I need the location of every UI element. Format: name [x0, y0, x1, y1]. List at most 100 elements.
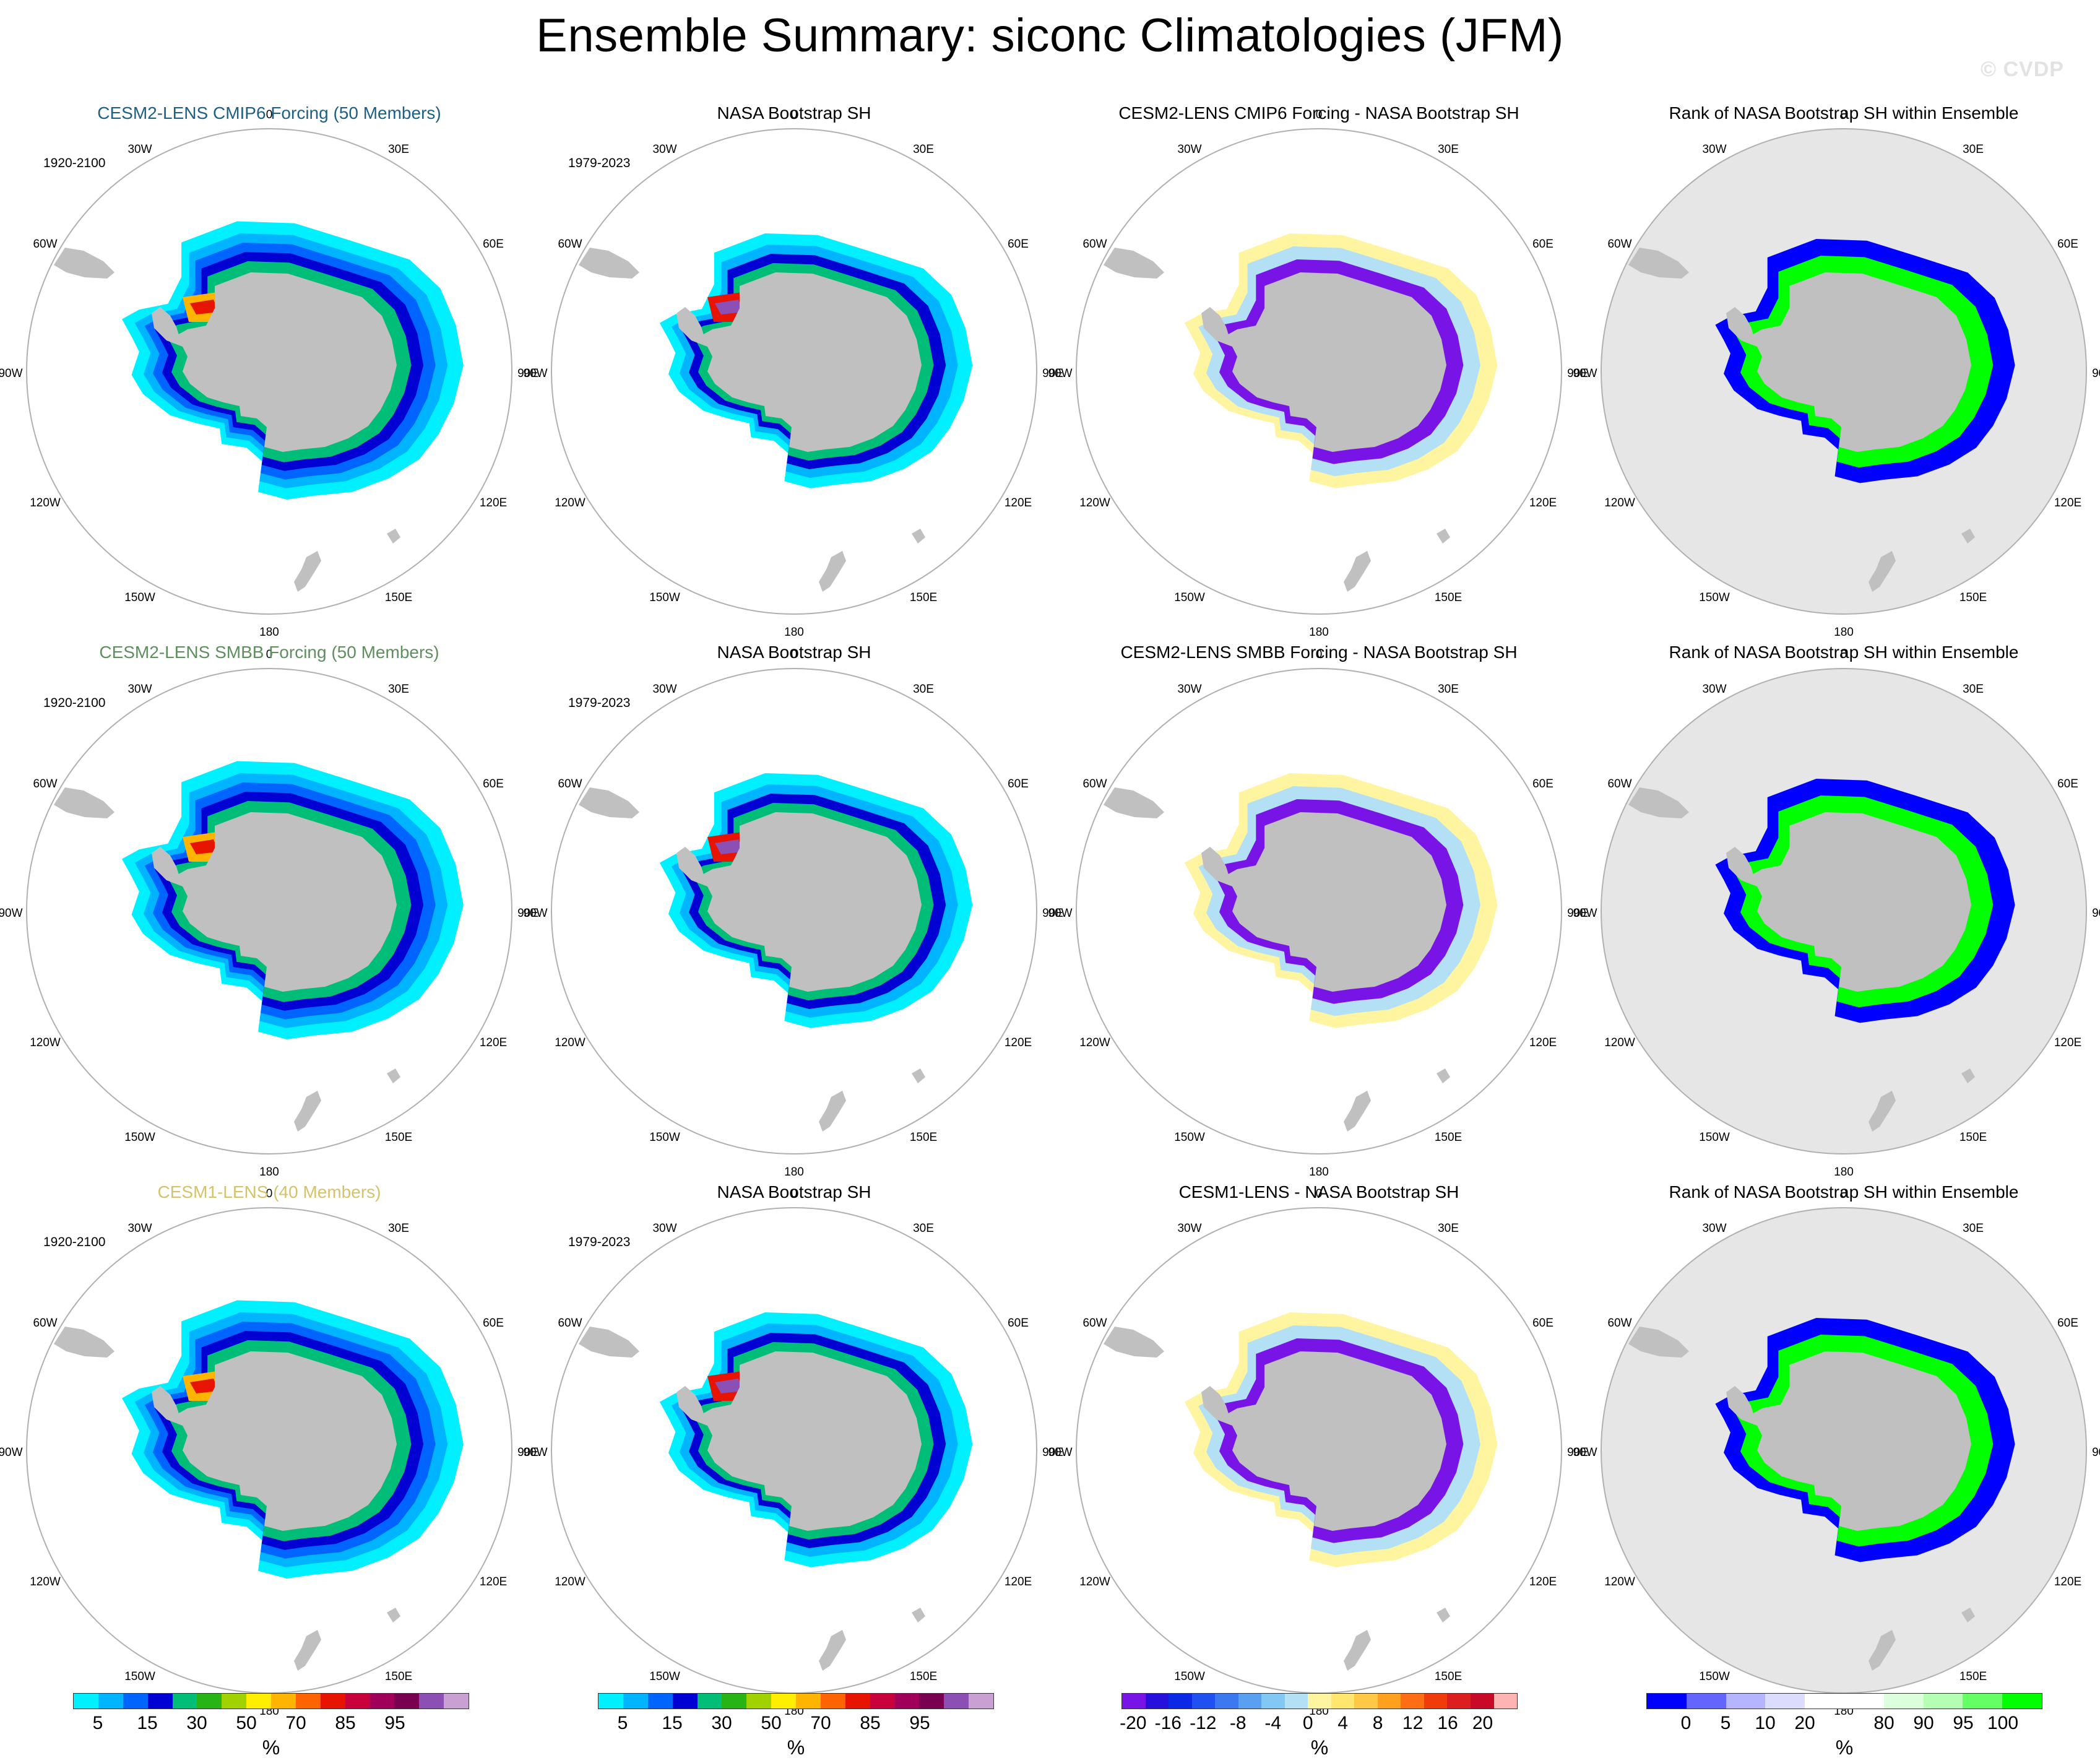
longitude-label: 180	[259, 626, 279, 639]
figure-title: Ensemble Summary: siconc Climatologies (…	[536, 9, 1564, 62]
longitude-label: 30W	[652, 683, 676, 696]
tasmania-land	[1437, 1068, 1450, 1083]
longitude-label: 120E	[1529, 1036, 1557, 1049]
longitude-label: 30E	[1963, 1222, 1984, 1235]
longitude-label: 60E	[1008, 238, 1029, 251]
longitude-label: 60W	[33, 778, 57, 791]
longitude-label: 120E	[1005, 1575, 1032, 1588]
longitude-label: 30E	[1438, 1222, 1459, 1235]
longitude-label: 150E	[1435, 591, 1462, 604]
longitude-label: 120W	[555, 496, 585, 509]
longitude-label: 30E	[913, 1222, 934, 1235]
colorbar-tick-label: 0	[1302, 1713, 1313, 1733]
longitude-label: 120E	[1005, 1036, 1032, 1049]
longitude-label: 30W	[1702, 1222, 1726, 1235]
colorbar-swatch	[722, 1694, 747, 1709]
panel-title-r1-c4: Rank of NASA Bootstrap SH within Ensembl…	[1669, 103, 2019, 123]
tasmania-land	[1437, 1608, 1450, 1622]
longitude-label: 150W	[1174, 591, 1205, 604]
panel-title-r3-c2: NASA Bootstrap SH	[717, 1182, 871, 1202]
antarctic-peninsula-land	[1201, 307, 1232, 347]
colorbar-rank-unit: %	[1835, 1736, 1854, 1759]
colorbar-difference-unit: %	[1310, 1736, 1329, 1759]
colorbar-swatch	[1805, 1694, 1844, 1709]
panel-title-r2-c4: Rank of NASA Bootstrap SH within Ensembl…	[1669, 643, 2019, 662]
longitude-label: 30W	[1702, 143, 1726, 156]
colorbar-tick-label: 90	[1913, 1713, 1934, 1733]
longitude-label: 60E	[1532, 778, 1553, 791]
colorbar-swatch	[1377, 1694, 1401, 1709]
colorbar-tick-label: 70	[285, 1713, 306, 1733]
longitude-label: 60W	[1082, 1317, 1107, 1330]
longitude-label: 150E	[385, 1670, 412, 1683]
colorbar-tick-label: 95	[909, 1713, 930, 1733]
colorbar-swatch	[1354, 1694, 1378, 1709]
colorbar-tick-label: 5	[92, 1713, 103, 1733]
colorbar-swatch	[1169, 1694, 1192, 1709]
colorbar-swatch	[1331, 1694, 1355, 1709]
colorbar-swatch	[771, 1694, 796, 1709]
colorbar-swatch	[1401, 1694, 1424, 1709]
map-panel-r3-c2: 030E60E90E120E150E180150W120W90W60W30W19…	[523, 1187, 1063, 1718]
longitude-label: 30W	[1177, 143, 1201, 156]
longitude-label: 0	[791, 648, 798, 661]
new-zealand-land	[1869, 551, 1896, 592]
colorbar-swatch	[123, 1694, 148, 1709]
longitude-label: 60E	[1008, 778, 1029, 791]
colorbar-swatch	[74, 1694, 98, 1709]
longitude-label: 30E	[1963, 143, 1984, 156]
longitude-label: 150E	[1435, 1131, 1462, 1144]
longitude-label: 120W	[555, 1036, 585, 1049]
antarctica-land	[1751, 812, 1971, 992]
map-panel-r3-c1: 030E60E90E120E150E180150W120W90W60W30W19…	[0, 1187, 538, 1718]
panel-title-r2-c1: CESM2-LENS SMBB Forcing (50 Members)	[99, 643, 439, 662]
longitude-label: 0	[266, 648, 273, 661]
colorbar-swatch	[697, 1694, 722, 1709]
panel-title-r2-c2: NASA Bootstrap SH	[717, 643, 871, 662]
colorbar-swatch	[1122, 1694, 1146, 1709]
tasmania-land	[387, 529, 400, 544]
colorbar-swatch	[598, 1694, 623, 1709]
longitude-label: 150E	[385, 591, 412, 604]
colorbar-swatch	[147, 1694, 173, 1709]
colorbar-swatch	[1493, 1694, 1518, 1709]
south-america-land	[1104, 787, 1164, 818]
longitude-label: 150W	[124, 1131, 155, 1144]
colorbar-tick-label: 20	[1472, 1713, 1493, 1733]
longitude-label: 90W	[0, 1446, 23, 1459]
colorbar-tick-label: -16	[1154, 1713, 1182, 1733]
weddell-sea-ice-max	[190, 839, 218, 854]
colorbar-tick-label: -12	[1190, 1713, 1217, 1733]
panel-title-r1-c3: CESM2-LENS CMIP6 Forcing - NASA Bootstra…	[1118, 103, 1519, 123]
new-zealand-land	[819, 551, 846, 592]
antarctic-peninsula-land	[1201, 1386, 1232, 1426]
antarctica-land	[1751, 272, 1971, 452]
colorbar-swatch	[1844, 1694, 1884, 1709]
colorbar-swatch	[820, 1694, 845, 1709]
longitude-label: 150W	[649, 1131, 680, 1144]
weddell-sea-ice-max	[190, 1379, 218, 1393]
colorbar-tick-label: 70	[810, 1713, 831, 1733]
longitude-label: 120E	[1529, 1575, 1557, 1588]
colorbar-tick-label: 50	[236, 1713, 257, 1733]
panel-title-r2-c3: CESM2-LENS SMBB Forcing - NASA Bootstrap…	[1120, 643, 1517, 662]
colorbar-swatch	[444, 1694, 469, 1709]
colorbar-tick-label: 12	[1402, 1713, 1424, 1733]
longitude-label: 150E	[1960, 1131, 1987, 1144]
longitude-label: 30E	[388, 1222, 409, 1235]
longitude-label: 90W	[1573, 1446, 1597, 1459]
longitude-label: 150W	[1174, 1670, 1205, 1683]
longitude-label: 0	[266, 1187, 273, 1200]
map-panel-r1-c4: 0 30E 60E 90E 120E 150E 180 150W 120W 90W 60W 30W	[1573, 108, 2100, 639]
longitude-label: 150E	[1960, 591, 1987, 604]
new-zealand-land	[1344, 1630, 1371, 1671]
longitude-label: 150W	[1174, 1131, 1205, 1144]
longitude-label: 90W	[523, 1446, 547, 1459]
tasmania-land	[387, 1068, 400, 1083]
longitude-label: 60E	[1532, 1317, 1553, 1330]
antarctica-land	[1226, 812, 1446, 992]
map-panel-r1-c1: 0 30E 60E 90E 120E 150E 180 150W 120W 90W 60W 30W 19…	[0, 108, 538, 639]
longitude-label: 150W	[124, 1670, 155, 1683]
